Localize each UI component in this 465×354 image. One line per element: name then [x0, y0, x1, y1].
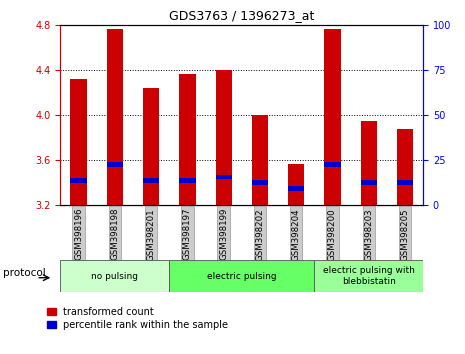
- Bar: [215, 70, 232, 205]
- Bar: [324, 29, 341, 205]
- Bar: [324, 162, 341, 167]
- Text: GSM398205: GSM398205: [400, 208, 410, 261]
- Text: GSM398202: GSM398202: [255, 208, 265, 261]
- Bar: [143, 88, 159, 205]
- Text: electric pulsing: electric pulsing: [207, 272, 277, 281]
- Bar: [288, 164, 305, 205]
- Bar: [179, 178, 196, 183]
- Bar: [70, 178, 87, 183]
- Bar: [252, 115, 268, 205]
- Bar: [314, 260, 423, 292]
- Bar: [360, 181, 377, 185]
- Bar: [70, 79, 87, 205]
- Text: GSM398200: GSM398200: [328, 208, 337, 261]
- Text: protocol: protocol: [3, 268, 46, 278]
- Title: GDS3763 / 1396273_at: GDS3763 / 1396273_at: [169, 9, 314, 22]
- Bar: [143, 178, 159, 183]
- Text: GSM398196: GSM398196: [74, 208, 83, 261]
- Bar: [60, 260, 169, 292]
- Text: GSM398203: GSM398203: [364, 208, 373, 261]
- Text: electric pulsing with
blebbistatin: electric pulsing with blebbistatin: [323, 267, 415, 286]
- Bar: [106, 162, 123, 167]
- Text: GSM398201: GSM398201: [146, 208, 156, 261]
- Bar: [252, 181, 268, 185]
- Text: GSM398204: GSM398204: [292, 208, 301, 261]
- Bar: [106, 29, 123, 205]
- Text: no pulsing: no pulsing: [91, 272, 139, 281]
- Bar: [397, 129, 413, 205]
- Bar: [215, 175, 232, 179]
- Text: GSM398198: GSM398198: [110, 208, 120, 261]
- Text: GSM398197: GSM398197: [183, 208, 192, 261]
- Text: GSM398199: GSM398199: [219, 208, 228, 260]
- Bar: [169, 260, 314, 292]
- Bar: [360, 121, 377, 205]
- Bar: [397, 181, 413, 185]
- Legend: transformed count, percentile rank within the sample: transformed count, percentile rank withi…: [42, 302, 233, 335]
- Bar: [288, 186, 305, 191]
- Bar: [179, 74, 196, 205]
